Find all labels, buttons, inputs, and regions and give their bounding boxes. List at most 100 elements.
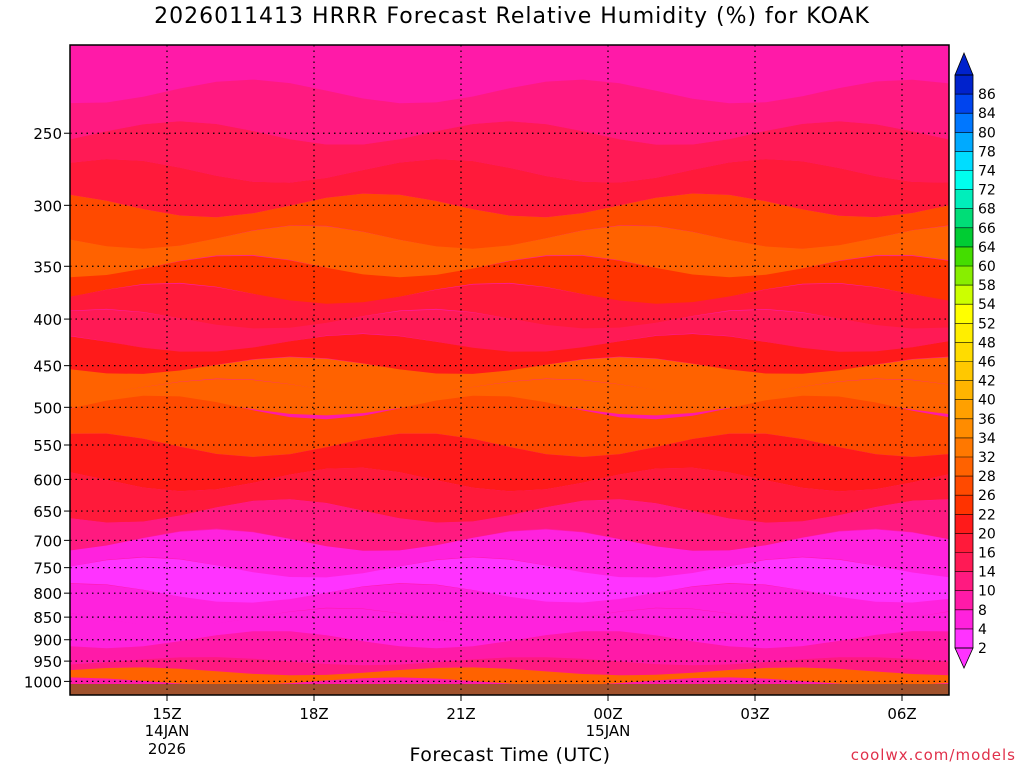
rh-band [70, 334, 949, 375]
colorbar-swatch [955, 361, 973, 382]
colorbar-swatch [955, 533, 973, 553]
plot-frame [69, 44, 950, 696]
colorbar-swatch [955, 227, 973, 248]
colorbar-swatch [955, 323, 973, 343]
x-axis-label: Forecast Time (UTC) [409, 744, 611, 766]
colorbar-label: 10 [978, 584, 996, 600]
rh-band [70, 657, 949, 676]
colorbar-swatch [955, 75, 973, 95]
colorbar-label: 68 [978, 202, 996, 218]
colorbar-label: 22 [978, 507, 996, 523]
y-axis: 250 300 350 400 450 500 550 600 650 700 750 800 850 9… [24, 125, 70, 691]
rh-band [70, 631, 949, 670]
rh-band [70, 395, 949, 457]
colorbar-label: 26 [978, 488, 996, 504]
y-tick-label: 900 [33, 632, 62, 650]
y-tick-label: 950 [33, 653, 62, 671]
colorbar-swatch [955, 189, 973, 210]
y-tick-label: 600 [33, 471, 62, 489]
rh-band [70, 79, 949, 145]
colorbar-label: 16 [978, 546, 996, 562]
rh-band [70, 467, 949, 523]
chart-title: 2026011413 HRRR Forecast Relative Humidi… [154, 4, 870, 29]
x-tick-label: 21Z [446, 705, 475, 723]
rh-band [70, 193, 949, 249]
y-tick-label: 750 [33, 560, 62, 578]
y-tick-label: 800 [33, 585, 62, 603]
rh-band [70, 357, 949, 396]
colorbar-label: 78 [978, 144, 996, 160]
y-tick-label: 850 [33, 609, 62, 627]
colorbar-label: 54 [978, 297, 996, 313]
colorbar-label: 20 [978, 526, 996, 542]
ground-band [70, 684, 949, 695]
rh-band [70, 583, 949, 627]
colorbar-label: 52 [978, 316, 996, 332]
colorbar-swatch [955, 304, 973, 324]
colorbar-label: 36 [978, 412, 996, 428]
rh-band [70, 433, 949, 492]
y-tick-label: 450 [33, 358, 62, 376]
colorbar-swatch [955, 132, 973, 152]
colorbar-label: 32 [978, 450, 996, 466]
rh-band [70, 309, 949, 353]
y-tick-label: 350 [33, 258, 62, 276]
colorbar-swatch [955, 208, 973, 229]
colorbar-label: 34 [978, 431, 996, 447]
x-tick-year: 2026 [148, 740, 186, 758]
colorbar-label: 48 [978, 335, 996, 351]
rh-band [70, 255, 949, 305]
colorbar-swatch [955, 285, 973, 305]
colorbar-label: 72 [978, 183, 996, 199]
colorbar-label: 40 [978, 393, 996, 409]
y-tick-label: 650 [33, 503, 62, 521]
colorbar-swatch [955, 628, 973, 649]
rh-band [70, 667, 949, 686]
colorbar-swatch [955, 94, 973, 114]
colorbar: 2481014162022262832343640424648525458606… [954, 51, 996, 669]
colorbar-swatch [955, 246, 973, 267]
x-tick-label: 15Z [152, 705, 181, 723]
rh-band [70, 159, 949, 218]
rh-band [70, 45, 949, 104]
rh-band [70, 529, 949, 579]
y-tick-label: 700 [33, 532, 62, 550]
colorbar-swatch [955, 437, 973, 458]
colorbar-swatch [955, 476, 973, 496]
rh-band [70, 557, 949, 604]
y-tick-label: 400 [33, 311, 62, 329]
colorbar-bottom-arrow [954, 647, 974, 669]
colorbar-label: 28 [978, 469, 996, 485]
colorbar-top-arrow [954, 51, 974, 76]
colorbar-swatch [955, 113, 973, 133]
colorbar-label: 64 [978, 240, 996, 256]
x-tick-date: 14JAN [145, 722, 190, 740]
rh-band [70, 121, 949, 183]
x-tick-date: 15JAN [586, 722, 631, 740]
colorbar-swatch [955, 266, 973, 286]
x-tick-label: 03Z [740, 705, 769, 723]
colorbar-label: 42 [978, 374, 996, 390]
x-tick-label: 06Z [887, 705, 916, 723]
credit-text: coolwx.com/models [850, 746, 1016, 764]
colorbar-swatch [955, 170, 973, 191]
colorbar-label: 66 [978, 221, 996, 237]
colorbar-swatch [955, 418, 973, 439]
colorbar-label: 80 [978, 125, 996, 141]
rh-contour-fill [70, 45, 949, 695]
colorbar-swatch [955, 151, 973, 171]
colorbar-label: 58 [978, 278, 996, 294]
colorbar-label: 84 [978, 106, 996, 122]
colorbar-label: 8 [978, 603, 987, 619]
colorbar-swatch [955, 609, 973, 630]
y-tick-label: 250 [33, 125, 62, 143]
colorbar-swatch [955, 590, 973, 611]
colorbar-label: 60 [978, 259, 996, 275]
colorbar-swatch [955, 457, 973, 477]
colorbar-swatch [955, 552, 973, 573]
grid-lines [70, 45, 949, 695]
colorbar-swatch [955, 342, 973, 362]
rh-band [70, 499, 949, 552]
